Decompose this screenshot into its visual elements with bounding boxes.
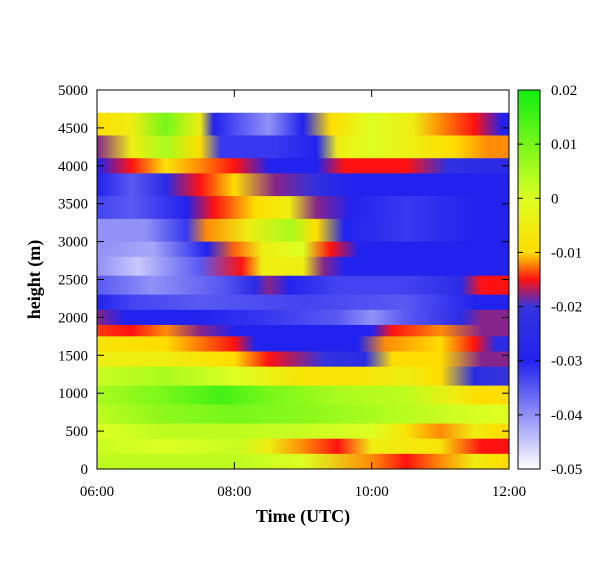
y-tick-label: 4000 bbox=[58, 159, 88, 175]
x-tick-label: 10:00 bbox=[355, 484, 389, 500]
heatmap-band bbox=[97, 241, 509, 258]
y-tick-label: 2000 bbox=[58, 310, 88, 326]
colorbar-tick-label: 0.02 bbox=[551, 83, 577, 99]
colorbar-tick-label: 0 bbox=[551, 191, 559, 207]
y-axis: 0 500 1000 1500 2000 2500 3000 3500 4000 4500 5000 bbox=[58, 83, 509, 478]
y-tick-label: 2500 bbox=[58, 273, 88, 289]
heatmap-cells bbox=[97, 112, 509, 469]
heatmap-band bbox=[97, 366, 509, 387]
heatmap-band bbox=[97, 385, 509, 406]
heatmap-band bbox=[97, 135, 509, 159]
heatmap-band bbox=[97, 275, 509, 296]
x-tick-label: 06:00 bbox=[80, 484, 114, 500]
colorbar-tick-label: -0.05 bbox=[551, 462, 582, 478]
y-tick-label: 4500 bbox=[58, 121, 88, 137]
y-tick-label: 1000 bbox=[58, 386, 88, 402]
x-tick-label: 12:00 bbox=[492, 484, 526, 500]
y-tick-label: 1500 bbox=[58, 348, 88, 364]
heatmap-band bbox=[97, 158, 509, 174]
colorbar-ticks: 0.02 0.01 0 -0.01 -0.02 -0.03 -0.04 -0.05 bbox=[518, 83, 583, 478]
colorbar-tick-label: -0.02 bbox=[551, 300, 582, 316]
heatmap-band bbox=[97, 404, 509, 425]
colorbar-scale bbox=[517, 89, 541, 470]
y-tick-label: 5000 bbox=[58, 83, 88, 99]
y-tick-label: 3000 bbox=[58, 235, 88, 251]
colorbar-tick-label: -0.04 bbox=[551, 408, 583, 424]
heatmap-band bbox=[97, 112, 509, 136]
heatmap-band bbox=[97, 196, 509, 220]
y-tick-label: 3500 bbox=[58, 197, 88, 213]
heatmap-band bbox=[97, 256, 509, 277]
heatmap-band bbox=[97, 173, 509, 197]
heatmap-band bbox=[97, 336, 509, 353]
heatmap-band bbox=[97, 309, 509, 326]
colorbar-tick-label: -0.01 bbox=[551, 245, 582, 261]
heatmap-band bbox=[97, 294, 509, 311]
colorbar: 0.02 0.01 0 -0.01 -0.02 -0.03 -0.04 -0.05 bbox=[517, 83, 583, 478]
x-tick-label: 08:00 bbox=[217, 484, 251, 500]
heatmap-band bbox=[97, 438, 509, 455]
colorbar-tick-label: -0.03 bbox=[551, 354, 582, 370]
y-tick-label: 500 bbox=[66, 424, 89, 440]
heatmap-band bbox=[97, 423, 509, 440]
y-axis-label: height (m) bbox=[24, 240, 45, 320]
colorbar-tick-label: 0.01 bbox=[551, 137, 577, 153]
heatmap-band bbox=[97, 351, 509, 368]
x-axis: 06:00 08:00 10:00 12:00 bbox=[80, 90, 526, 500]
heatmap-band bbox=[97, 324, 509, 337]
heatmap-band bbox=[97, 218, 509, 243]
heatmap-band bbox=[97, 453, 509, 469]
x-axis-label: Time (UTC) bbox=[256, 506, 350, 527]
y-tick-label: 0 bbox=[81, 462, 89, 478]
